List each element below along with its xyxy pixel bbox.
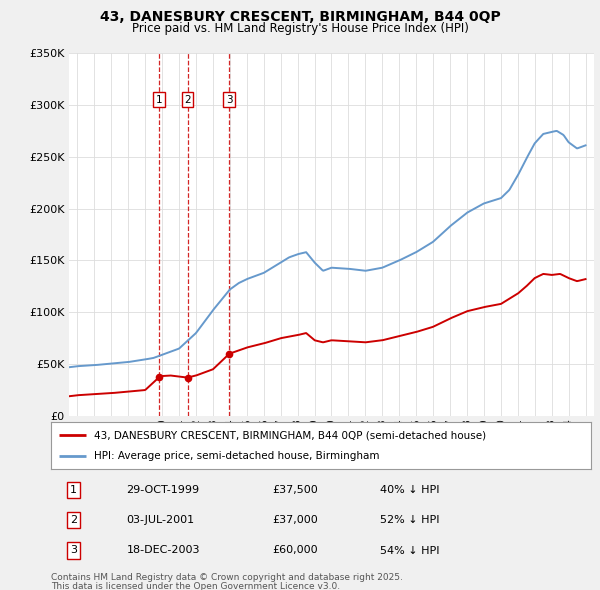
Text: 54% ↓ HPI: 54% ↓ HPI bbox=[380, 546, 440, 555]
Text: 3: 3 bbox=[70, 546, 77, 555]
Text: 43, DANESBURY CRESCENT, BIRMINGHAM, B44 0QP (semi-detached house): 43, DANESBURY CRESCENT, BIRMINGHAM, B44 … bbox=[94, 430, 487, 440]
Text: 1: 1 bbox=[70, 485, 77, 495]
Text: 52% ↓ HPI: 52% ↓ HPI bbox=[380, 515, 440, 525]
Text: £60,000: £60,000 bbox=[272, 546, 318, 555]
Text: 18-DEC-2003: 18-DEC-2003 bbox=[127, 546, 200, 555]
Text: HPI: Average price, semi-detached house, Birmingham: HPI: Average price, semi-detached house,… bbox=[94, 451, 380, 461]
Text: £37,500: £37,500 bbox=[272, 485, 318, 495]
Text: Contains HM Land Registry data © Crown copyright and database right 2025.: Contains HM Land Registry data © Crown c… bbox=[51, 573, 403, 582]
Text: £37,000: £37,000 bbox=[272, 515, 318, 525]
Text: 43, DANESBURY CRESCENT, BIRMINGHAM, B44 0QP: 43, DANESBURY CRESCENT, BIRMINGHAM, B44 … bbox=[100, 10, 500, 24]
Text: 1: 1 bbox=[156, 95, 163, 105]
Text: 2: 2 bbox=[184, 95, 191, 105]
Text: 40% ↓ HPI: 40% ↓ HPI bbox=[380, 485, 440, 495]
Text: Price paid vs. HM Land Registry's House Price Index (HPI): Price paid vs. HM Land Registry's House … bbox=[131, 22, 469, 35]
Text: 03-JUL-2001: 03-JUL-2001 bbox=[127, 515, 195, 525]
Text: This data is licensed under the Open Government Licence v3.0.: This data is licensed under the Open Gov… bbox=[51, 582, 340, 590]
Text: 2: 2 bbox=[70, 515, 77, 525]
Text: 3: 3 bbox=[226, 95, 233, 105]
Text: 29-OCT-1999: 29-OCT-1999 bbox=[127, 485, 200, 495]
